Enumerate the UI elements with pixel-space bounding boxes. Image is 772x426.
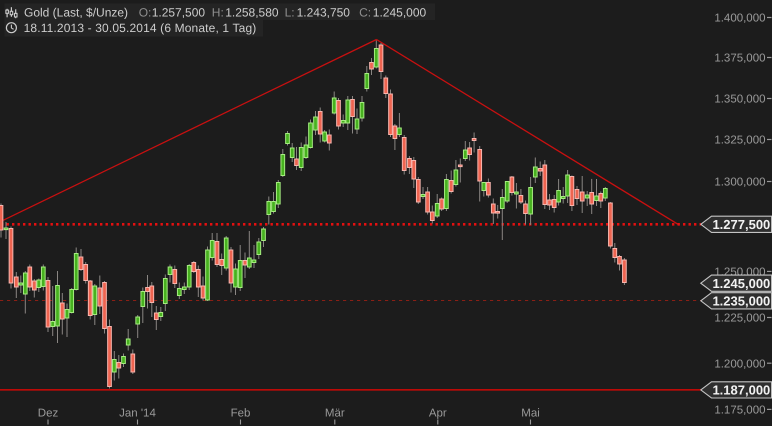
svg-text:1.245,000: 1.245,000 [712,276,770,291]
svg-text:1.325,000: 1.325,000 [714,135,765,147]
svg-text:1.175,000: 1.175,000 [714,405,765,417]
svg-text:Apr: Apr [429,408,447,420]
svg-text:1.258,580: 1.258,580 [225,5,279,19]
svg-text:H:: H: [212,5,224,19]
svg-text:Mai: Mai [521,408,540,420]
svg-text:1.350,000: 1.350,000 [714,94,765,106]
svg-text:1.375,000: 1.375,000 [714,53,765,65]
svg-text:1.225,000: 1.225,000 [714,313,765,325]
svg-text:Gold (Last, $/Unze): Gold (Last, $/Unze) [24,5,128,19]
svg-text:1.245,000: 1.245,000 [373,5,427,19]
svg-text:Jan '14: Jan '14 [119,408,156,420]
svg-text:1.300,000: 1.300,000 [714,177,765,189]
svg-text:1.243,750: 1.243,750 [297,5,351,19]
svg-text:1.277,500: 1.277,500 [712,217,770,232]
svg-text:1.235,000: 1.235,000 [712,293,770,308]
svg-text:Mär: Mär [325,408,345,420]
svg-text:1.200,000: 1.200,000 [714,358,765,370]
svg-text:18.11.2013 - 30.05.2014 (6 Mon: 18.11.2013 - 30.05.2014 (6 Monate, 1 Tag… [24,21,257,35]
svg-text:1.187,000: 1.187,000 [712,383,770,398]
svg-text:Feb: Feb [231,408,251,420]
svg-text:1.400,000: 1.400,000 [714,13,765,25]
svg-text:C:: C: [359,5,371,19]
svg-text:L:: L: [285,5,295,19]
svg-text:1.257,500: 1.257,500 [152,5,206,19]
svg-text:O:: O: [139,5,152,19]
svg-text:Dez: Dez [38,408,59,420]
